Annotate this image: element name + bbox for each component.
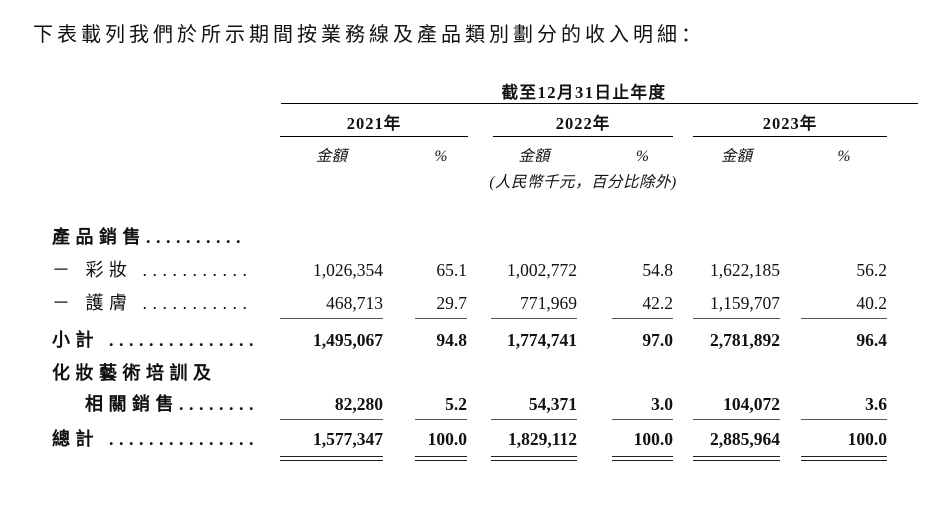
period-header: 截至12月31日止年度 <box>501 83 667 102</box>
cell-2023-percent: 40.2 <box>801 293 887 319</box>
percent-header-2022: % <box>636 148 649 165</box>
row-label: － 護膚 ........... <box>52 293 253 313</box>
table-top-rule <box>281 103 918 104</box>
amount-header-2022: 金額 <box>518 148 550 165</box>
intro-text: 下表載列我們於所示期間按業務線及產品類別劃分的收入明細： <box>33 24 705 46</box>
year-header-2022: 2022年 <box>493 110 673 137</box>
percent-header-2023: % <box>837 148 851 165</box>
cell-2022-amount: 1,002,772 <box>507 260 577 280</box>
table-row-training-line1: 化妝藝術培訓及 <box>0 363 887 389</box>
cell-2021-percent: 29.7 <box>415 293 467 319</box>
table-row-subtotal: 小計 ............... 1,495,067 94.8 1,774,… <box>0 330 887 356</box>
cell-2022-amount: 1,829,112 <box>491 429 577 461</box>
cell-2021-amount: 468,713 <box>280 293 383 319</box>
table-row-makeup: － 彩妝 ........... 1,026,354 65.1 1,002,77… <box>0 260 887 286</box>
cell-2023-amount: 104,072 <box>693 394 780 420</box>
cell-2021-percent: 65.1 <box>436 260 467 280</box>
row-label: － 彩妝 ........... <box>52 260 253 280</box>
column-headers-row: 金額 % 金額 % 金額 % <box>0 147 887 166</box>
cell-2022-percent: 42.2 <box>612 293 673 319</box>
cell-2021-amount: 1,026,354 <box>313 260 383 280</box>
cell-2022-percent: 54.8 <box>642 260 673 280</box>
year-header-2021: 2021年 <box>280 110 468 137</box>
cell-2022-percent: 3.0 <box>612 394 673 420</box>
cell-2022-percent: 100.0 <box>612 429 673 461</box>
table-row-skincare: － 護膚 ........... 468,713 29.7 771,969 42… <box>0 293 887 319</box>
row-label: 小計 ............... <box>52 330 259 350</box>
year-header-2023: 2023年 <box>693 110 887 137</box>
cell-2021-amount: 82,280 <box>280 394 383 420</box>
cell-2022-amount: 1,774,741 <box>507 330 577 350</box>
unit-note: (人民幣千元，百分比除外) <box>489 174 677 191</box>
cell-2021-amount: 1,495,067 <box>313 330 383 350</box>
table-row-total: 總計 ............... 1,577,347 100.0 1,829… <box>0 429 887 461</box>
cell-2022-percent: 97.0 <box>642 330 673 350</box>
row-label: 化妝藝術培訓及 <box>52 363 217 383</box>
row-label: 相關銷售........ <box>85 394 259 414</box>
cell-2023-percent: 3.6 <box>801 394 887 420</box>
cell-2021-percent: 5.2 <box>415 394 467 420</box>
cell-2021-percent: 94.8 <box>436 330 467 350</box>
cell-2022-amount: 54,371 <box>491 394 577 420</box>
cell-2021-percent: 100.0 <box>415 429 467 461</box>
cell-2023-percent: 100.0 <box>801 429 887 461</box>
percent-header-2021: % <box>434 148 448 165</box>
cell-2023-amount: 1,159,707 <box>693 293 780 319</box>
cell-2021-amount: 1,577,347 <box>280 429 383 461</box>
row-label: 總計 ............... <box>52 429 259 449</box>
cell-2023-percent: 56.2 <box>856 260 887 280</box>
cell-2023-amount: 2,781,892 <box>710 330 780 350</box>
table-row-training-line2: 相關銷售........ 82,280 5.2 54,371 3.0 104,0… <box>0 394 887 420</box>
cell-2023-percent: 96.4 <box>856 330 887 350</box>
row-label: 產品銷售.......... <box>52 227 246 247</box>
cell-2023-amount: 2,885,964 <box>693 429 780 461</box>
cell-2022-amount: 771,969 <box>491 293 577 319</box>
amount-header-2021: 金額 <box>315 148 347 165</box>
table-row-product-sales: 產品銷售.......... <box>0 227 887 253</box>
amount-header-2023: 金額 <box>720 148 752 165</box>
cell-2023-amount: 1,622,185 <box>710 260 780 280</box>
